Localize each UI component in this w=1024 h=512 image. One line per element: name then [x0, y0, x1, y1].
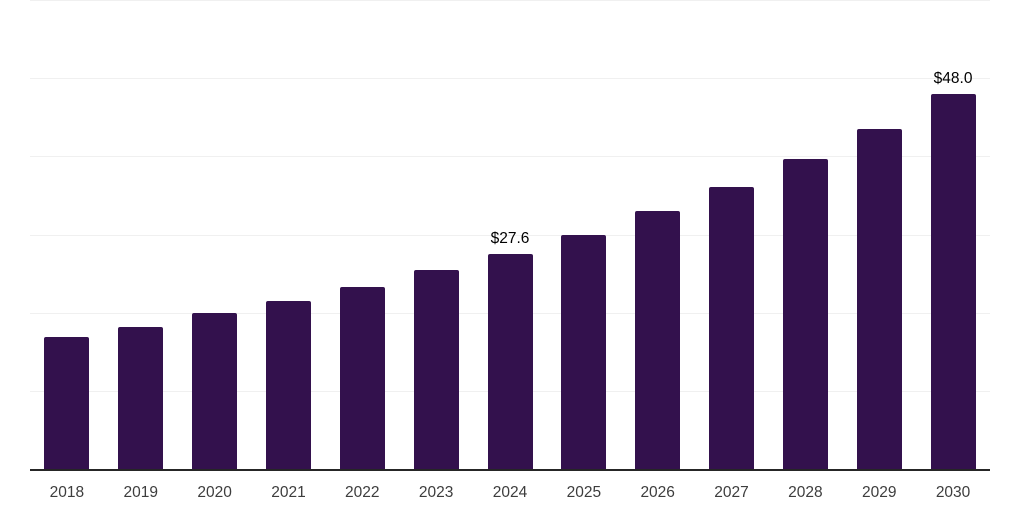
bar-2027	[709, 187, 755, 470]
bar-2028	[782, 159, 828, 470]
gridline	[30, 156, 990, 158]
bar-2023	[413, 270, 459, 470]
bar-2019	[118, 326, 164, 470]
bar-2029	[856, 129, 902, 470]
gridline	[30, 77, 990, 79]
x-axis-line	[30, 469, 990, 471]
bar-2030	[930, 94, 976, 470]
gridline	[30, 234, 990, 236]
bar-2024	[487, 253, 533, 470]
x-tick-label-2019: 2019	[123, 484, 158, 501]
x-tick-label-2023: 2023	[418, 484, 454, 501]
bar-2020	[192, 313, 238, 470]
x-tick-label-2025: 2025	[566, 484, 602, 501]
x-tick-label-2027: 2027	[714, 484, 749, 501]
bar-2026	[635, 210, 681, 470]
x-tick-label-2024: 2024	[492, 484, 528, 501]
x-tick-label-2020: 2020	[197, 484, 232, 501]
bar-2021	[265, 300, 311, 470]
bar-2025	[561, 235, 607, 470]
bar-2018	[44, 336, 90, 470]
bar-2022	[339, 287, 385, 470]
x-tick-label-2021: 2021	[271, 484, 306, 501]
x-tick-label-2026: 2026	[640, 484, 675, 501]
gridline	[30, 0, 990, 1]
x-tick-label-2028: 2028	[788, 484, 823, 501]
x-tick-label-2029: 2029	[861, 484, 897, 501]
x-tick-label-2030: 2030	[935, 484, 971, 501]
x-tick-label-2022: 2022	[345, 484, 380, 501]
x-tick-label-2018: 2018	[49, 484, 85, 501]
value-label-2030: $48.0	[933, 70, 973, 87]
value-label-2024: $27.6	[490, 229, 530, 247]
